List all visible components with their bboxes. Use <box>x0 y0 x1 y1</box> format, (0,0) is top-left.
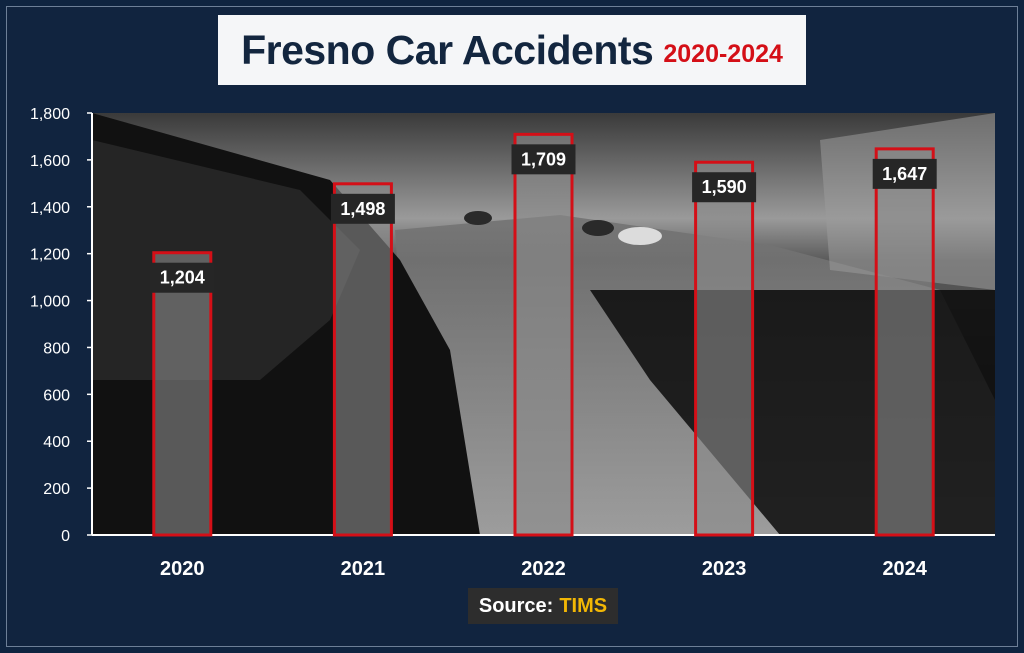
data-label-box <box>511 144 576 175</box>
y-tick-label: 400 <box>43 434 70 451</box>
bar <box>513 132 574 537</box>
y-tick-label: 800 <box>43 340 70 357</box>
source-prefix: Source: <box>478 594 554 617</box>
data-label-box <box>150 262 215 293</box>
x-tick-label: 2022 <box>521 558 566 580</box>
y-tick-label: 1,600 <box>30 153 70 170</box>
data-label: 1,204 <box>160 268 205 288</box>
value-labels: 2020 1,204 2021 1,498 2022 1,709 2023 1,590 2024… <box>150 144 937 580</box>
bars <box>152 132 935 537</box>
y-tick-label: 0 <box>61 528 70 545</box>
data-label-box <box>872 158 937 189</box>
source-name: TIMS <box>559 594 608 617</box>
source-badge: Source: TIMS <box>468 588 618 624</box>
chart-subtitle-years: 2020-2024 <box>663 39 783 68</box>
data-label: 1,590 <box>702 177 747 197</box>
x-tick-label: 2020 <box>160 558 205 580</box>
bar <box>874 147 935 537</box>
y-tick-label: 1,400 <box>30 200 70 217</box>
title-box: Fresno Car Accidents 2020-2024 <box>218 15 806 85</box>
chart-title: Fresno Car Accidents <box>241 26 654 73</box>
y-tick-label: 600 <box>43 387 70 404</box>
data-label: 1,647 <box>882 164 927 184</box>
y-tick-label: 1,800 <box>30 106 70 123</box>
bar <box>694 160 755 537</box>
data-label-box <box>330 193 395 224</box>
y-tick-label: 1,200 <box>30 247 70 264</box>
y-tick-label: 1,000 <box>30 294 70 311</box>
data-label: 1,709 <box>521 149 566 169</box>
x-tick-label: 2021 <box>341 558 386 580</box>
bar <box>332 182 393 537</box>
bar <box>152 251 213 537</box>
x-tick-label: 2023 <box>702 558 747 580</box>
data-label: 1,498 <box>340 199 385 219</box>
data-label-box <box>692 172 757 203</box>
y-tick-label: 200 <box>43 481 70 498</box>
x-tick-label: 2024 <box>882 558 927 580</box>
